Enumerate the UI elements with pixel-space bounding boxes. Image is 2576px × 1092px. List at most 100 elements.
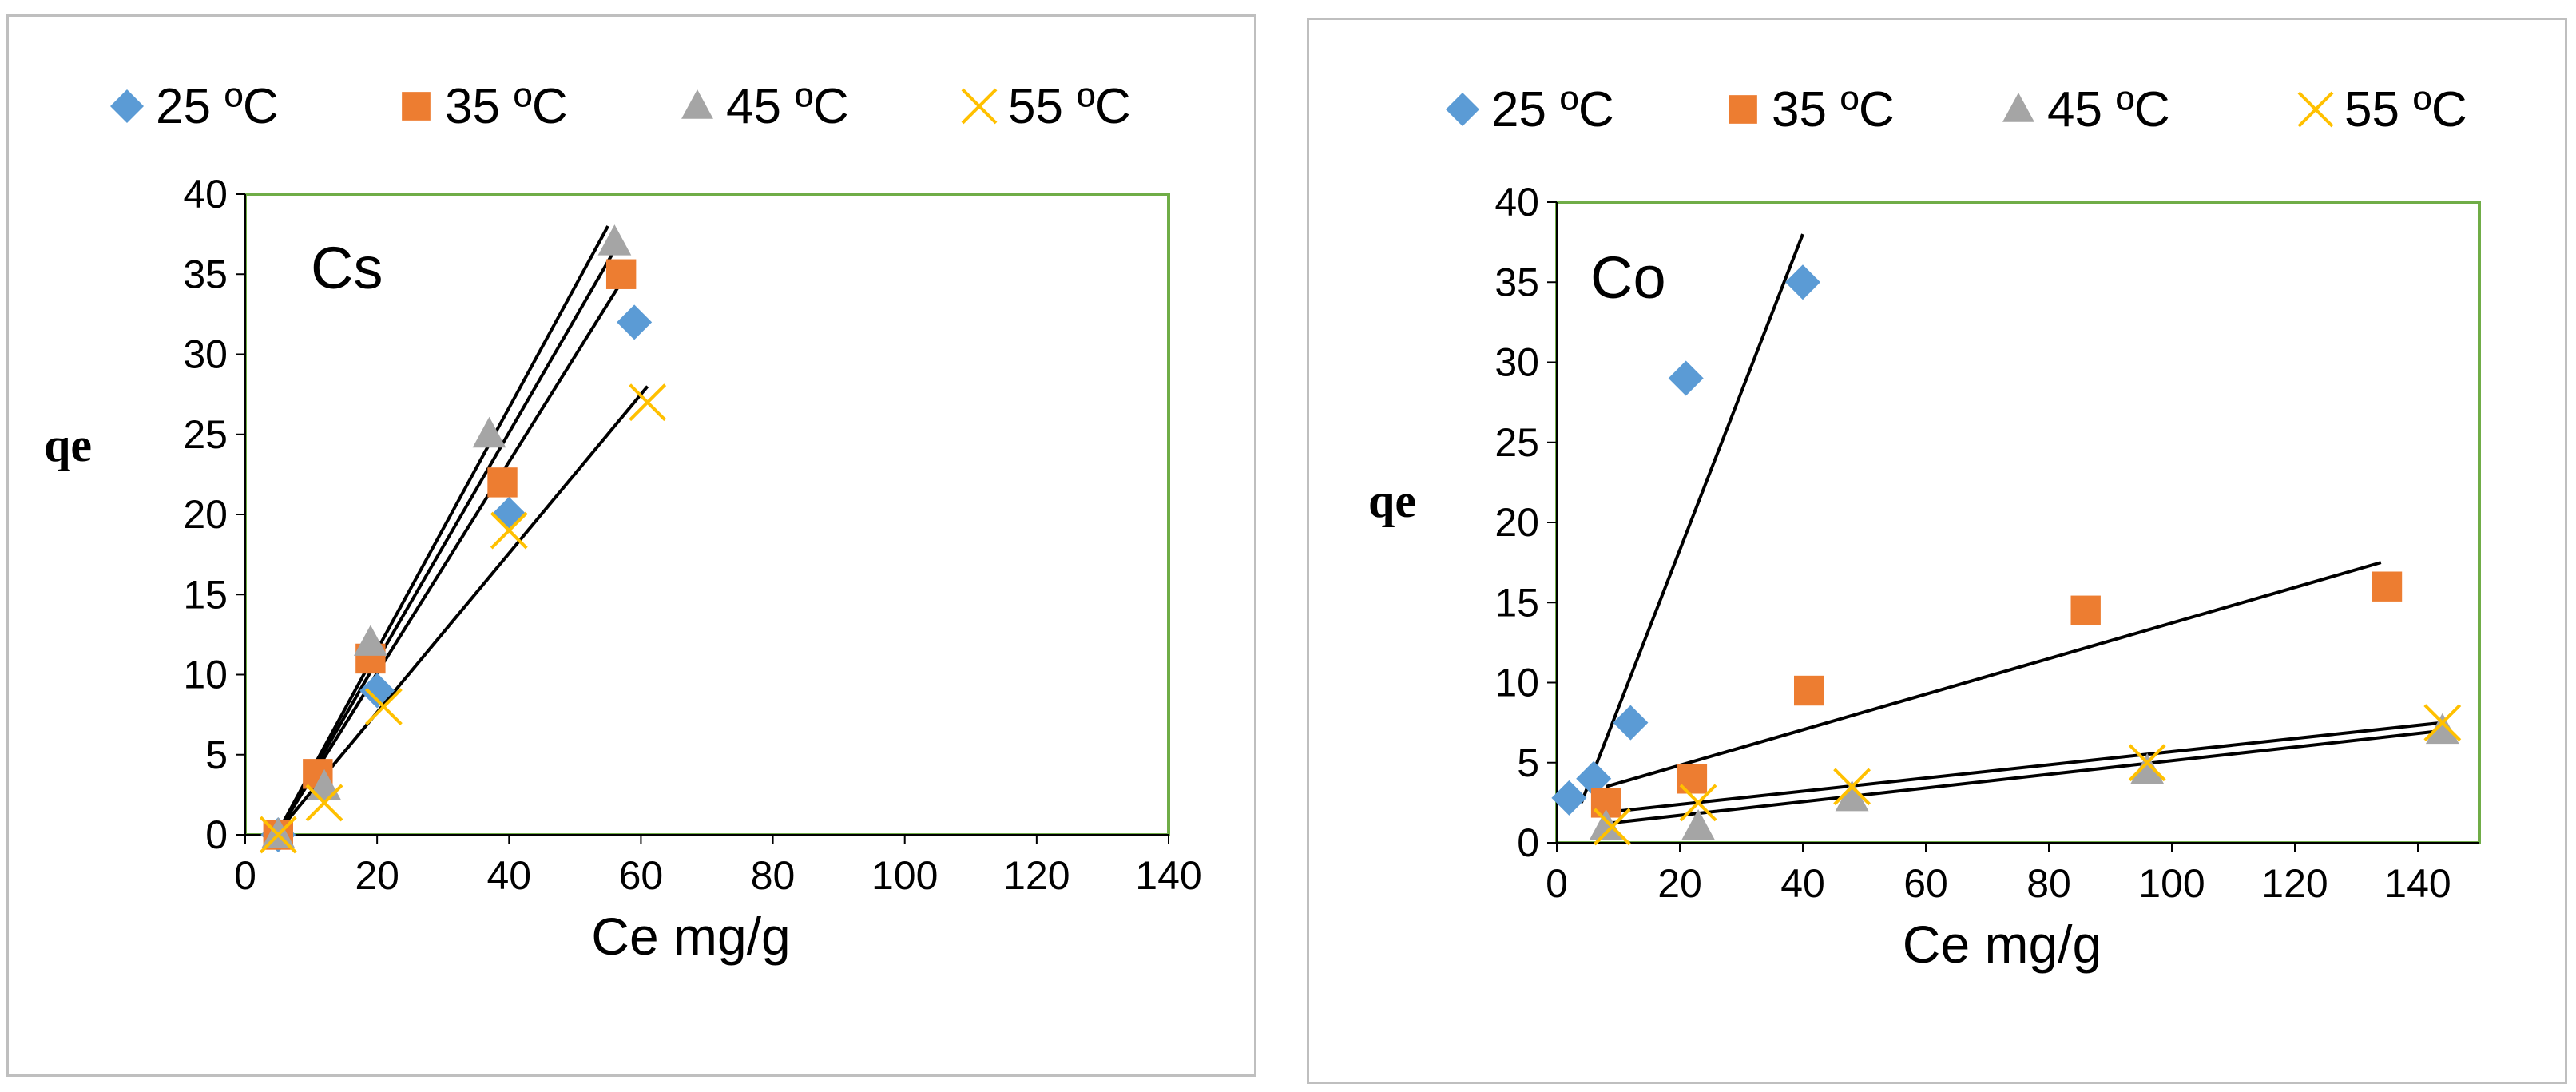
x-tick-label: 80 <box>2026 861 2071 906</box>
data-point <box>2128 744 2166 782</box>
y-tick-label: 40 <box>1494 180 1539 224</box>
legend-label: 35 ºC <box>445 79 568 134</box>
chart-svg-cs: 25 ºC 35 ºC 45 ºC 55 ºC 0 20 40 60 80 100 120 140 0 5… <box>44 79 1202 966</box>
legend-marker-diamond <box>110 89 144 123</box>
series-cross <box>1593 704 2462 846</box>
legend-item: 45 ºC <box>2002 82 2170 137</box>
legend-label: 55 ºC <box>1008 79 1131 134</box>
legend-label: 45 ºC <box>2047 82 2170 137</box>
data-point <box>1785 264 1820 300</box>
legend-label: 45 ºC <box>726 79 849 134</box>
chart-panel-cs: 25 ºC 35 ºC 45 ºC 55 ºC 0 20 40 60 80 100 120 140 0 5… <box>6 14 1256 1077</box>
data-point <box>605 259 637 289</box>
legend-marker-diamond <box>1446 93 1479 126</box>
data-point <box>359 673 395 709</box>
data-point <box>629 383 667 422</box>
legend-marker-triangle <box>681 89 713 119</box>
data-point <box>1613 705 1649 741</box>
data-point <box>1835 780 1869 812</box>
x-tick-label: 100 <box>871 853 938 898</box>
data-point <box>353 625 387 656</box>
legend-item: 25 ºC <box>1446 82 1614 137</box>
x-tick-label: 40 <box>486 853 531 898</box>
data-point <box>1668 360 1704 396</box>
y-tick-label: 35 <box>183 252 228 296</box>
data-point <box>364 688 403 726</box>
y-tick-label: 30 <box>183 332 228 377</box>
x-tick-label: 60 <box>1903 861 1948 906</box>
x-tick-label: 140 <box>2384 861 2451 906</box>
legend-item: 35 ºC <box>402 79 568 134</box>
data-point <box>1677 764 1708 794</box>
x-tick-label: 120 <box>2261 861 2328 906</box>
y-tick-label: 15 <box>183 572 228 617</box>
legend-label: 55 ºC <box>2344 82 2467 137</box>
legend-item: 25 ºC <box>110 79 279 134</box>
x-tick-label: 20 <box>355 853 399 898</box>
fit-line <box>276 385 649 833</box>
fit-line <box>1606 561 2382 788</box>
x-tick-label: 120 <box>1003 853 1070 898</box>
legend-label: 35 ºC <box>1772 82 1895 137</box>
data-point <box>1551 780 1587 816</box>
data-point <box>1681 808 1715 840</box>
y-tick-label: 35 <box>1494 260 1539 304</box>
x-tick-label: 0 <box>234 853 256 898</box>
data-point <box>2130 752 2165 784</box>
y-tick-label: 15 <box>1494 580 1539 625</box>
chart-panel-co: 25 ºC 35 ºC 45 ºC 55 ºC 0 20 40 60 80 100 120 140 0 5… <box>1307 18 2567 1084</box>
data-point <box>1576 760 1612 796</box>
x-tick-label: 140 <box>1135 853 1201 898</box>
data-point <box>2070 595 2101 625</box>
y-tick-label: 30 <box>1494 340 1539 385</box>
data-point <box>2423 704 2462 742</box>
legend-marker-triangle <box>2002 93 2034 122</box>
x-tick-label: 20 <box>1657 861 1702 906</box>
legend-item: 55 ºC <box>961 79 1131 134</box>
legend-marker-cross <box>2297 91 2334 128</box>
y-tick-label: 0 <box>205 812 228 857</box>
legend-marker-square <box>1729 95 1757 124</box>
legend-item: 55 ºC <box>2297 82 2467 137</box>
legend-label: 25 ºC <box>156 79 279 134</box>
x-tick-label: 100 <box>2138 861 2205 906</box>
x-tick-label: 40 <box>1780 861 1825 906</box>
y-tick-label: 5 <box>1517 741 1539 785</box>
fit-line <box>1579 233 1804 804</box>
y-tick-label: 0 <box>1517 820 1539 865</box>
legend-item: 35 ºC <box>1729 82 1895 137</box>
data-point <box>487 467 518 498</box>
data-point <box>259 816 297 854</box>
legend: 25 ºC 35 ºC 45 ºC 55 ºC <box>1446 82 2467 137</box>
data-point <box>2372 571 2403 602</box>
data-point <box>1679 784 1717 822</box>
series-cross <box>259 383 667 854</box>
plot-frame <box>1555 201 2481 844</box>
y-tick-label: 10 <box>1494 661 1539 705</box>
y-tick-label: 25 <box>1494 420 1539 465</box>
panel-label-cs: Cs <box>311 235 383 301</box>
data-point <box>1593 808 1631 846</box>
legend-label: 25 ºC <box>1491 82 1614 137</box>
fit-line <box>276 225 609 832</box>
y-tick-label: 40 <box>183 172 228 216</box>
series-triangle <box>1589 713 2459 840</box>
legend-item: 45 ºC <box>681 79 849 134</box>
y-tick-label: 20 <box>183 492 228 537</box>
data-point <box>472 416 506 448</box>
y-tick-label: 20 <box>1494 500 1539 545</box>
data-point <box>1794 675 1824 706</box>
series-square <box>1590 571 2403 818</box>
data-point <box>1589 808 1623 840</box>
x-tick-label: 0 <box>1546 861 1568 906</box>
data-point <box>1833 768 1871 806</box>
y-axis-title: qe <box>1368 475 1416 527</box>
y-axis-title: qe <box>44 419 92 471</box>
fit-line <box>276 281 623 833</box>
y-tick-label: 10 <box>183 653 228 697</box>
data-point <box>305 784 343 822</box>
x-tick-label: 80 <box>751 853 796 898</box>
panel-label-co: Co <box>1590 244 1666 311</box>
y-tick-label: 25 <box>183 412 228 457</box>
data-point <box>491 497 527 532</box>
